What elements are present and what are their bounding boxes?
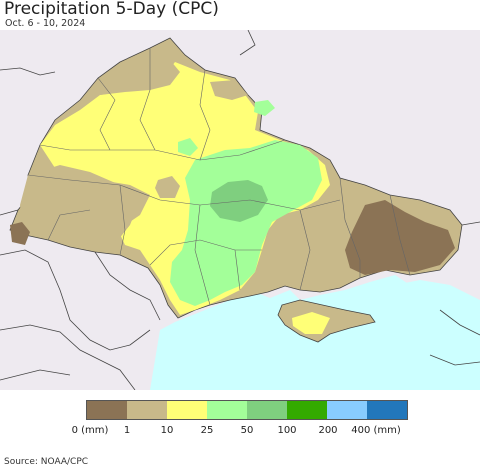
legend-swatch-1-10: [127, 401, 167, 419]
legend-swatch-25-50: [207, 401, 247, 419]
tan-west: [20, 165, 140, 245]
source-credit: Source: NOAA/CPC: [4, 457, 89, 467]
oblast-borders: [27, 48, 411, 306]
legend-swatch-10-25: [167, 401, 207, 419]
green-spot-north: [178, 138, 198, 156]
tan-north: [100, 60, 180, 95]
legend-swatch-100-200: [287, 401, 327, 419]
precipitation-map: [0, 30, 480, 390]
legend-tick-0: 0 (mm): [71, 425, 109, 436]
zone-0-1-east: [345, 200, 455, 275]
legend-tick-100: 100: [277, 425, 297, 436]
country-borders: [0, 30, 480, 390]
map-subtitle: Oct. 6 - 10, 2024: [5, 18, 86, 29]
legend-tick-10: 10: [160, 425, 174, 436]
legend-swatch-400-plus: [367, 401, 407, 419]
legend-tick-50: 50: [240, 425, 254, 436]
legend-swatch-200-400: [327, 401, 367, 419]
legend-color-bar: [86, 400, 408, 420]
legend-tick-400: 400 (mm): [351, 425, 401, 436]
zone-25-50: [170, 140, 322, 306]
green-small: [254, 100, 275, 116]
crimea-yellow: [292, 312, 330, 334]
legend-tick-200: 200: [318, 425, 338, 436]
legend-swatch-0-1: [87, 401, 127, 419]
tan-spot: [155, 176, 180, 198]
sea-of-azov: [320, 275, 410, 300]
map-title: Precipitation 5-Day (CPC): [4, 0, 219, 19]
legend-swatch-50-100: [247, 401, 287, 419]
legend-tick-1: 1: [123, 425, 131, 436]
zone-0-1-west: [10, 222, 30, 245]
legend-tick-25: 25: [200, 425, 214, 436]
tan-northeast: [210, 80, 248, 100]
